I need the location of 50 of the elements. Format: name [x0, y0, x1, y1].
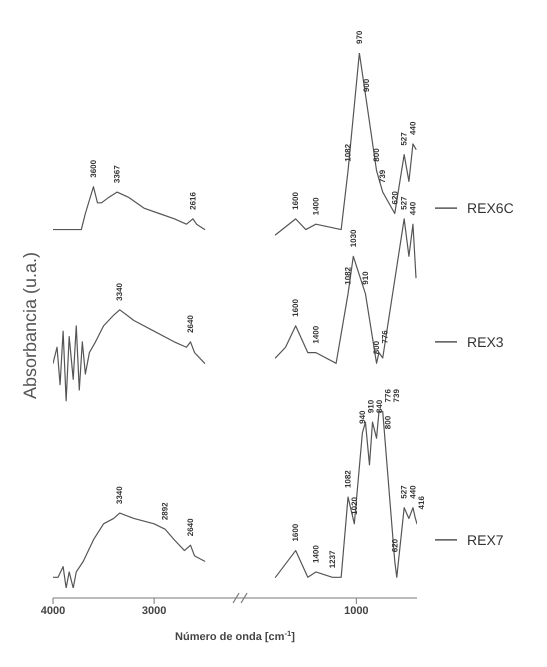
annotation: 1082: [344, 470, 353, 488]
annotation: 2892: [160, 502, 170, 520]
annotation: 940: [358, 410, 367, 424]
annotation: 2616: [188, 192, 198, 210]
annotation: 739: [378, 169, 388, 184]
annotation: 1400: [311, 196, 320, 216]
annotation: 800: [372, 148, 382, 162]
annotation: 1600: [291, 192, 300, 210]
annotation: 910: [360, 270, 370, 285]
annotation: 800: [372, 340, 382, 354]
x-tick-label: 1000: [344, 604, 369, 617]
annotation: 1020: [350, 496, 359, 515]
annotation: 970: [354, 30, 364, 44]
annotation: 440: [408, 484, 418, 499]
legend-label: REX3: [467, 334, 504, 350]
annotation: 3340: [115, 486, 124, 504]
annotation: 800: [383, 415, 392, 430]
legend-label: REX7: [467, 532, 504, 548]
annotation: 1082: [344, 266, 353, 285]
y-axis-title: Absorbancia (u.a.): [20, 252, 40, 400]
annotation: 620: [390, 538, 400, 552]
annotation: 3367: [112, 164, 122, 184]
annotation: 416: [416, 496, 426, 510]
annotation: 527: [400, 132, 409, 146]
x-axis-title: Número de onda [cm$^{-1}$]: [175, 628, 296, 643]
annotation: 527: [400, 196, 409, 210]
annotation: 1237: [328, 550, 337, 568]
annotation: 2640: [186, 518, 196, 536]
annotation: 1400: [311, 544, 320, 563]
annotation: 3340: [115, 282, 124, 301]
annotation: 1030: [348, 228, 358, 248]
annotation: 1082: [344, 143, 353, 162]
annotation: 440: [408, 121, 418, 135]
annotation: 2640: [186, 314, 196, 333]
annotation: 1400: [311, 325, 320, 344]
annotation: 910: [366, 399, 376, 414]
annotation: 440: [408, 201, 418, 216]
annotation: 739: [392, 388, 401, 402]
annotation: 900: [362, 78, 371, 92]
annotation: 1600: [291, 523, 300, 542]
x-tick-label: 4000: [40, 604, 66, 617]
annotation: 1600: [291, 298, 300, 317]
annotation: 776: [380, 330, 390, 344]
annotation: 776: [383, 388, 392, 402]
x-tick-label: 3000: [142, 604, 166, 617]
legend-label: REX6C: [467, 200, 514, 216]
annotation: 527: [400, 484, 409, 499]
annotation: 3600: [88, 159, 98, 178]
annotation: 620: [390, 190, 400, 204]
annotation: 840: [374, 399, 384, 414]
